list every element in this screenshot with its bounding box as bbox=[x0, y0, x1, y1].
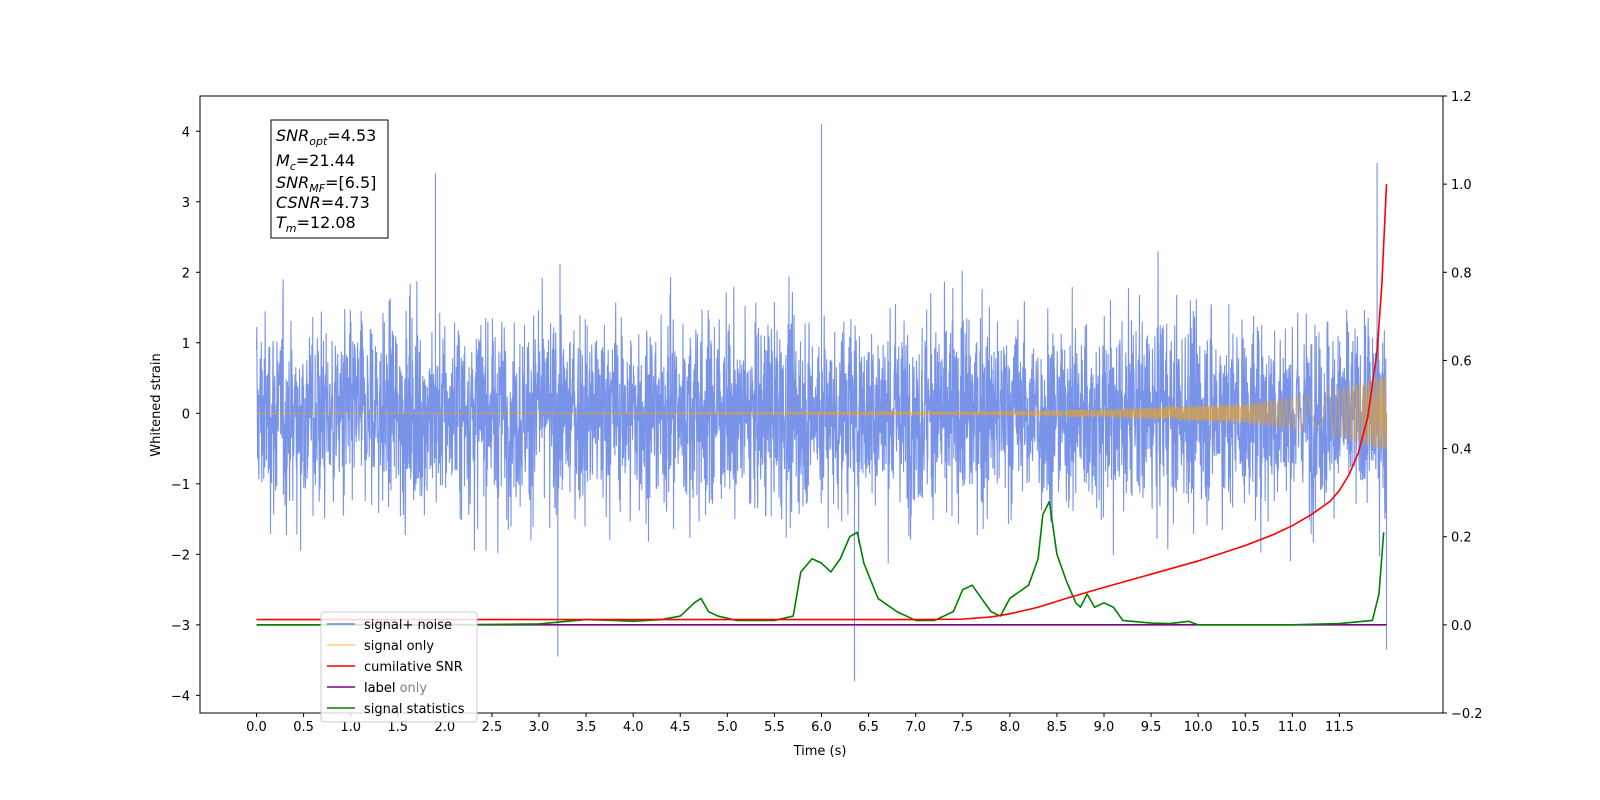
y2-tick-label-0: 1.2 bbox=[1451, 90, 1472, 105]
y2-tick-label-6: 0.0 bbox=[1451, 619, 1472, 634]
y-tick-label-3: 1 bbox=[182, 337, 190, 352]
ann-snr-opt-sub: opt bbox=[309, 135, 328, 148]
x-tick-label-17: 8.5 bbox=[1047, 720, 1068, 735]
y-tick-label-5: −1 bbox=[171, 478, 190, 493]
y-tick-label-8: −4 bbox=[171, 689, 190, 704]
ann-csnr-base: CSNR bbox=[276, 193, 321, 212]
x-tick-label-12: 6.0 bbox=[811, 720, 832, 735]
legend-entry-stats: signal statistics bbox=[364, 702, 465, 717]
ann-snr-mf-base: SNR bbox=[276, 173, 309, 192]
ann-mc-base: M bbox=[276, 151, 290, 170]
x-tick-label-23: 11.5 bbox=[1325, 720, 1354, 735]
annotation-csnr: CSNR=4.73 bbox=[276, 193, 370, 212]
x-tick-label-20: 10.0 bbox=[1184, 720, 1213, 735]
ann-snr-mf-value: =[6.5] bbox=[325, 173, 376, 192]
y-axis-ticks: 4 3 2 1 0 −1 −2 −3 −4 bbox=[171, 125, 200, 704]
ann-tm-value: =12.08 bbox=[297, 213, 356, 232]
legend: signal+ noise signal only cumilative SNR… bbox=[320, 611, 478, 723]
y2-axis-ticks: 1.2 1.0 0.8 0.6 0.4 0.2 0.0 −0.2 bbox=[1443, 90, 1483, 722]
x-tick-label-14: 7.0 bbox=[905, 720, 926, 735]
annotation-box: SNRopt=4.53 Mc=21.44 SNRMF=[6.5] CSNR=4.… bbox=[270, 119, 389, 239]
series-signal-noise bbox=[255, 124, 1388, 682]
x-axis-ticks: 0.0 0.5 1.0 1.5 2.0 2.5 3.0 3.5 4.0 4.5 5.0 5.5 6.0 6… bbox=[246, 713, 1354, 735]
x-tick-label-2: 1.0 bbox=[340, 720, 361, 735]
x-tick-label-18: 9.0 bbox=[1094, 720, 1115, 735]
annotation-snr-mf: SNRMF=[6.5] bbox=[276, 173, 376, 195]
annotation-tm: Tm=12.08 bbox=[276, 213, 356, 235]
y-tick-label-1: 3 bbox=[182, 196, 190, 211]
x-axis-label: Time (s) bbox=[793, 744, 847, 759]
legend-entry-label-only: label only bbox=[364, 681, 427, 696]
x-tick-label-19: 9.5 bbox=[1141, 720, 1162, 735]
ann-csnr-value: =4.73 bbox=[321, 193, 370, 212]
x-tick-label-3: 1.5 bbox=[387, 720, 408, 735]
ann-snr-opt-base: SNR bbox=[276, 126, 309, 145]
y-tick-label-7: −3 bbox=[171, 619, 190, 634]
x-tick-label-0: 0.0 bbox=[246, 720, 267, 735]
ann-tm-sub: m bbox=[286, 222, 297, 235]
ann-snr-mf-sub: MF bbox=[309, 182, 325, 195]
x-tick-label-4: 2.0 bbox=[434, 720, 455, 735]
x-tick-label-10: 5.0 bbox=[717, 720, 738, 735]
y-axis-label: Whitened strain bbox=[149, 353, 164, 456]
y2-tick-label-7: −0.2 bbox=[1451, 707, 1483, 722]
legend-frame bbox=[320, 611, 478, 723]
x-tick-label-1: 0.5 bbox=[293, 720, 314, 735]
x-tick-label-7: 3.5 bbox=[576, 720, 597, 735]
ann-mc-sub: c bbox=[290, 160, 296, 173]
series-signal-statistics bbox=[256, 500, 1385, 626]
annotation-frame bbox=[270, 119, 389, 239]
x-tick-label-16: 8.0 bbox=[999, 720, 1020, 735]
x-tick-label-11: 5.5 bbox=[764, 720, 785, 735]
y2-tick-label-3: 0.6 bbox=[1451, 354, 1472, 369]
x-tick-label-13: 6.5 bbox=[858, 720, 879, 735]
x-tick-label-21: 10.5 bbox=[1231, 720, 1260, 735]
x-tick-label-9: 4.5 bbox=[670, 720, 691, 735]
y-tick-label-0: 4 bbox=[182, 125, 190, 140]
x-tick-label-5: 2.5 bbox=[482, 720, 503, 735]
x-tick-label-6: 3.0 bbox=[529, 720, 550, 735]
y2-tick-label-5: 0.2 bbox=[1451, 531, 1472, 546]
legend-entry-signal: signal only bbox=[364, 639, 434, 654]
series-cumulative-snr bbox=[256, 184, 1388, 621]
y2-tick-label-4: 0.4 bbox=[1451, 443, 1472, 458]
legend-entry-noise: signal+ noise bbox=[364, 618, 452, 633]
y-tick-label-4: 0 bbox=[182, 407, 190, 422]
ann-snr-opt-value: =4.53 bbox=[327, 126, 376, 145]
x-tick-label-8: 4.0 bbox=[623, 720, 644, 735]
annotation-mc: Mc=21.44 bbox=[276, 151, 355, 173]
y2-tick-label-1: 1.0 bbox=[1451, 178, 1472, 193]
y-tick-label-2: 2 bbox=[182, 266, 190, 281]
x-tick-label-15: 7.5 bbox=[952, 720, 973, 735]
annotation-snr-opt: SNRopt=4.53 bbox=[276, 126, 376, 148]
ann-mc-value: =21.44 bbox=[296, 151, 355, 170]
legend-entry-label: label bbox=[364, 681, 395, 696]
ann-tm-base: T bbox=[276, 213, 287, 232]
y-tick-label-6: −2 bbox=[171, 548, 190, 563]
y2-tick-label-2: 0.8 bbox=[1451, 266, 1472, 281]
plot-data-layer bbox=[255, 124, 1388, 682]
series-signal-only bbox=[256, 375, 1388, 451]
legend-entry-csnr: cumilative SNR bbox=[364, 660, 463, 675]
x-tick-label-22: 11.0 bbox=[1278, 720, 1307, 735]
